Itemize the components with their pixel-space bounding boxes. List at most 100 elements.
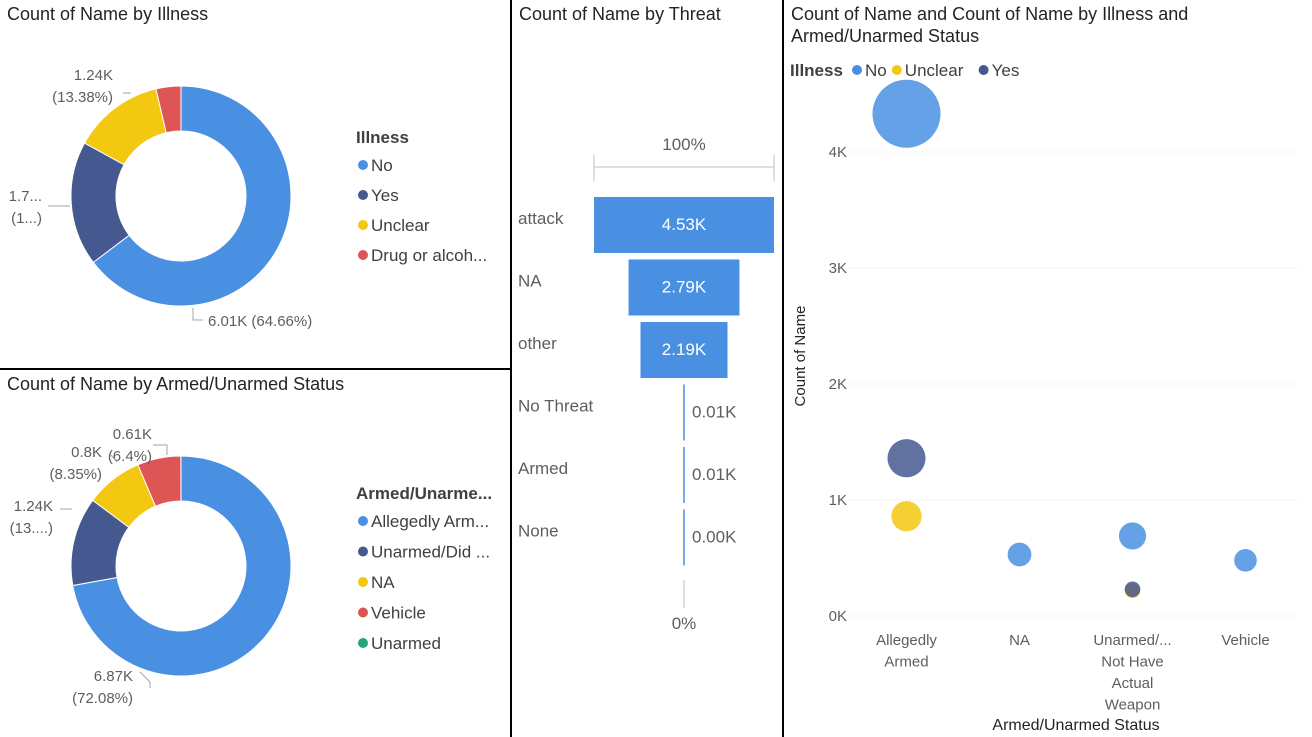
scatter-y-tick-label: 0K	[829, 608, 847, 625]
armed-legend-label: NA	[371, 573, 395, 592]
scatter-y-axis-title: Count of Name	[792, 306, 809, 407]
armed-data-label: (72.08%)	[72, 690, 133, 707]
armed-legend-label: Vehicle	[371, 604, 426, 623]
funnel-category-label: Armed	[518, 459, 568, 478]
illness-data-label: (1...)	[11, 210, 42, 227]
scatter-bubble-no	[1007, 542, 1032, 567]
armed-chart-title: Count of Name by Armed/Unarmed Status	[7, 374, 345, 394]
illness-legend-label: Drug or alcoh...	[371, 246, 487, 265]
armed-legend-label: Unarmed	[371, 634, 441, 653]
illness-legend-label: Unclear	[371, 216, 430, 235]
panel-divider-left	[510, 0, 512, 737]
armed-data-label: 0.8K	[71, 444, 102, 461]
threat-funnel-chart: 100% attack 4.53K NA 2.79K other 2.19K No Threa…	[518, 135, 775, 633]
funnel-category-label: NA	[518, 272, 542, 291]
funnel-top-label: 100%	[662, 135, 705, 154]
scatter-bubble-unclear	[891, 501, 922, 532]
armed-data-label: 1.24K	[14, 498, 53, 515]
armed-slice	[72, 455, 292, 677]
armed-legend-label: Allegedly Arm...	[371, 512, 489, 531]
armed-legend-marker	[358, 546, 368, 557]
armed-data-label: (6.4%)	[108, 448, 152, 465]
armed-legend-marker	[358, 607, 368, 618]
armed-legend-label: Unarmed/Did ...	[371, 543, 490, 562]
armed-data-label: 6.87K	[94, 668, 133, 685]
illness-legend-marker	[358, 250, 368, 260]
funnel-value-label: 0.01K	[692, 403, 737, 422]
armed-legend-marker	[358, 638, 368, 648]
armed-data-label: 0.61K	[113, 426, 152, 443]
armed-data-label-leader	[139, 671, 151, 688]
illness-legend-title: Illness	[356, 128, 409, 147]
funnel-category-label: attack	[518, 209, 564, 228]
illness-data-label: 1.24K	[74, 67, 113, 84]
funnel-value-label: 2.19K	[662, 340, 707, 359]
illness-legend-marker	[358, 220, 368, 230]
scatter-x-tick-label: Weapon	[1105, 697, 1161, 714]
threat-chart-panel: Count of Name by Threat 100% attack 4.53K N…	[512, 0, 782, 737]
armed-data-label: (8.35%)	[49, 466, 102, 483]
scatter-x-tick-label: Armed	[884, 654, 928, 671]
scatter-bubble-yes	[1124, 581, 1141, 598]
funnel-bar	[628, 259, 740, 316]
illness-legend-label: Yes	[371, 186, 399, 205]
scatter-y-tick-label: 1K	[829, 492, 847, 509]
scatter-y-tick-label: 2K	[829, 376, 847, 393]
threat-chart-title: Count of Name by Threat	[519, 4, 721, 24]
illness-chart-panel: Count of Name by Illness 1.24K (13.38%) 1.…	[0, 0, 510, 368]
illness-legend-marker	[358, 190, 368, 200]
funnel-bar	[683, 384, 685, 441]
funnel-bar	[683, 509, 685, 566]
armed-chart-panel: Count of Name by Armed/Unarmed Status 0.…	[0, 370, 510, 737]
armed-data-label: (13....)	[10, 520, 53, 537]
illness-chart-title: Count of Name by Illness	[7, 4, 209, 24]
scatter-chart-title-line1: Count of Name and Count of Name by Illne…	[791, 4, 1189, 24]
funnel-value-label: 2.79K	[662, 278, 707, 297]
scatter-bubble-no	[1118, 522, 1147, 550]
scatter-legend-label: Unclear	[905, 61, 964, 80]
scatter-x-tick-label: Vehicle	[1221, 632, 1269, 649]
scatter-x-tick-label: Allegedly	[876, 632, 937, 649]
scatter-bubble-yes	[887, 439, 926, 478]
scatter-legend-marker	[852, 65, 862, 75]
scatter-x-tick-label: Actual	[1112, 675, 1154, 692]
scatter-x-tick-label: Not Have	[1101, 654, 1164, 671]
funnel-bar	[594, 197, 774, 253]
scatter-legend-label: No	[865, 61, 887, 80]
illness-donut-chart: 1.24K (13.38%) 1.7... (1...) 6.01K (64.66%) I…	[9, 67, 488, 330]
scatter-legend-marker	[891, 65, 902, 75]
illness-data-label: 1.7...	[9, 188, 42, 205]
armed-legend-title: Armed/Unarme...	[356, 484, 492, 503]
scatter-x-tick-label: Unarmed/...	[1093, 632, 1171, 649]
scatter-bubble-no	[872, 79, 941, 148]
funnel-category-label: None	[518, 522, 559, 541]
illness-data-label-leader	[192, 308, 203, 321]
scatter-legend-title: Illness	[790, 61, 843, 80]
illness-data-label: 6.01K (64.66%)	[208, 313, 312, 330]
scatter-chart: Illness No Unclear Yes 0K 1K 2K 3K 4K Count of Na…	[790, 61, 1302, 734]
funnel-category-label: other	[518, 334, 557, 353]
illness-data-label: (13.38%)	[52, 89, 113, 106]
illness-slice	[92, 85, 292, 307]
illness-slice	[155, 85, 182, 134]
funnel-value-label: 4.53K	[662, 215, 707, 234]
funnel-bar	[640, 322, 728, 378]
scatter-x-axis-title: Armed/Unarmed Status	[992, 717, 1159, 734]
illness-legend-marker	[358, 160, 368, 170]
funnel-bar	[683, 447, 685, 503]
scatter-chart-panel: Count of Name and Count of Name by Illne…	[784, 0, 1312, 737]
scatter-y-tick-label: 3K	[829, 260, 847, 277]
scatter-y-tick-label: 4K	[829, 144, 847, 161]
scatter-x-tick-label: NA	[1009, 632, 1030, 649]
armed-legend-marker	[358, 577, 368, 587]
funnel-value-label: 0.00K	[692, 528, 737, 547]
scatter-chart-title-line2: Armed/Unarmed Status	[791, 26, 980, 46]
scatter-legend-label: Yes	[992, 61, 1020, 80]
panel-divider-right	[782, 0, 784, 737]
armed-legend-marker	[358, 516, 368, 526]
scatter-bubble-no	[1234, 548, 1257, 572]
armed-donut-chart: 0.61K (6.4%) 0.8K (8.35%) 1.24K (13....) 6.87K…	[10, 426, 492, 707]
panel-divider-horizontal	[0, 368, 511, 370]
armed-data-label-leader	[153, 444, 168, 455]
illness-legend-label: No	[371, 156, 393, 175]
